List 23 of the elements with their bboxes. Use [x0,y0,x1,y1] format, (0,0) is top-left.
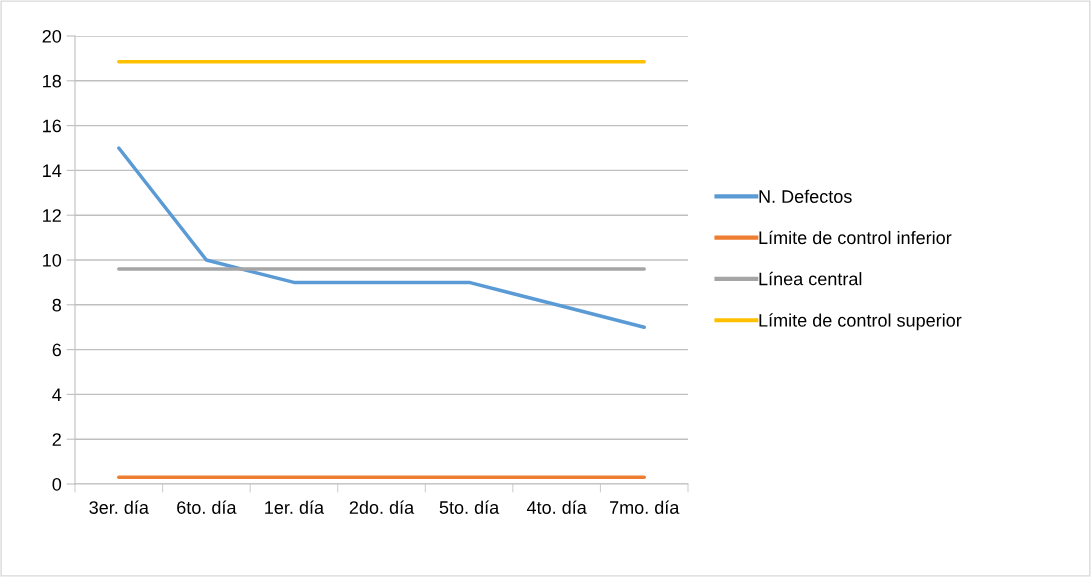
y-tick-label: 6 [52,343,62,357]
x-tick-label: 2do. día [349,500,415,514]
y-tick-label: 2 [52,433,61,446]
x-tick-label: 1er. día [265,500,325,514]
legend-label: Línea central [759,271,862,286]
legend-label: N. Defectos [759,189,852,203]
y-tick-label: 10 [43,253,62,267]
line-series [117,146,646,329]
x-tick-label: 3er. día [89,500,149,514]
x-tick-label: 6to. día [177,500,237,514]
x-tick-label: 4to. día [526,500,587,514]
x-tick-label: 7mo. día [610,500,680,514]
x-tick-label: 5to. día [439,500,500,514]
y-tick-label: 0 [52,477,62,491]
y-tick-label: 16 [43,119,62,133]
legend-label: Límite de control superior [759,313,962,331]
y-tick-label: 14 [43,164,62,177]
y-tick-label: 18 [43,74,62,88]
y-tick-label: 12 [43,209,61,222]
y-tick-label: 8 [52,298,62,312]
y-tick-label: 4 [52,388,62,401]
y-tick-label: 20 [42,29,62,43]
legend-label: Límite de control inferior [759,230,952,245]
